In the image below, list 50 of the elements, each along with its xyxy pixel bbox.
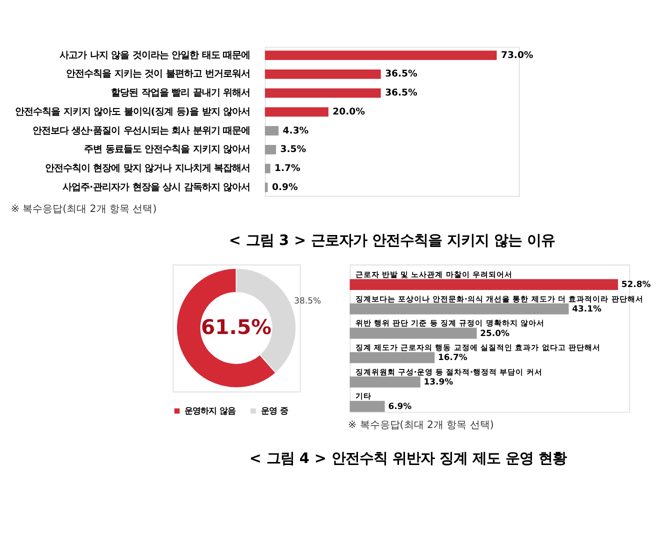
text: ※ 복수응답(최대 2개 항목 선택) xyxy=(348,420,494,431)
bar xyxy=(264,107,328,117)
data-label: 13.9% xyxy=(424,376,454,387)
data-label: 52.8% xyxy=(621,279,652,290)
data-label: 0.9% xyxy=(272,182,298,193)
bar xyxy=(264,88,381,98)
data-label: 25.0% xyxy=(480,328,510,338)
data-label: 20.0% xyxy=(332,106,366,118)
bar xyxy=(350,303,569,314)
text: < 그림 4 > 안전수칙 위반자 징계 제도 운영 현황 xyxy=(249,451,566,468)
bar xyxy=(264,126,279,136)
data-label: 61.5% xyxy=(201,314,272,339)
bar xyxy=(350,279,618,290)
y-tick-label: 징계보다는 포상이나 안전문화·의식 개선을 통한 제도가 더 효과적이라 판단해서 xyxy=(355,294,644,304)
data-label: 36.5% xyxy=(385,88,418,99)
y-tick-label: 안전수칙을 지키지 않아도 불이익(징계 등)을 받지 않아서 xyxy=(15,106,250,118)
data-label: 4.3% xyxy=(282,125,310,136)
data-label: 16.7% xyxy=(438,352,468,362)
y-tick-label: 안전수칙이 현장에 맞지 않거나 지나치게 복잡해서 xyxy=(44,163,250,174)
y-tick-label: 사고가 나지 않을 것이라는 안일한 태도 때문에 xyxy=(60,50,250,61)
y-tick-label: 근로자 반발 및 노사관계 마찰이 우려되어서 xyxy=(355,270,513,279)
bar xyxy=(350,328,477,339)
data-label: 1.7% xyxy=(274,163,302,174)
text: ※ 복수응답(최대 2개 항목 선택) xyxy=(10,204,157,215)
y-tick-label: 위반 행위 판단 기준 등 징계 규정이 명확하지 않아서 xyxy=(355,318,544,328)
y-tick-label: 사업주·관리자가 현장을 상시 감독하지 않아서 xyxy=(62,182,250,193)
y-tick-label: 기타 xyxy=(355,392,372,401)
data-label: 38.5% xyxy=(294,296,321,306)
bar xyxy=(264,144,276,154)
data-label: 43.1% xyxy=(572,303,602,314)
legend-label: 운영하지 않음 xyxy=(184,406,236,416)
y-tick-label: 안전보다 생산·품질이 우선시되는 회사 분위기 때문에 xyxy=(32,125,250,136)
bar xyxy=(350,400,385,412)
bar xyxy=(264,50,497,60)
data-label: 73.0% xyxy=(500,50,534,61)
data-label: 6.9% xyxy=(388,400,412,411)
y-tick-label: 할당된 작업을 빨리 끝내기 위해서 xyxy=(111,88,250,99)
bar xyxy=(264,69,381,79)
bar xyxy=(350,352,435,364)
y-tick-label: 안전수칙을 지키는 것이 불편하고 번거로워서 xyxy=(66,68,250,80)
y-tick-label: 징계 제도가 근로자의 행동 교정에 실질적인 효과가 없다고 판단해서 xyxy=(355,343,600,352)
legend-label: 운영 중 xyxy=(260,406,288,416)
data-label: 3.5% xyxy=(280,144,307,156)
bar xyxy=(350,376,420,388)
bar xyxy=(264,182,268,192)
y-tick-label: 주변 동료들도 안전수칙을 지키지 않아서 xyxy=(84,144,250,156)
data-label: 36.5% xyxy=(385,68,418,80)
y-tick-label: 징계위원회 구성·운영 등 절차적·행정적 부담이 커서 xyxy=(355,367,542,376)
text: < 그림 3 > 근로자가 안전수칙을 지키지 않는 이유 xyxy=(228,232,556,249)
bar xyxy=(264,164,270,174)
